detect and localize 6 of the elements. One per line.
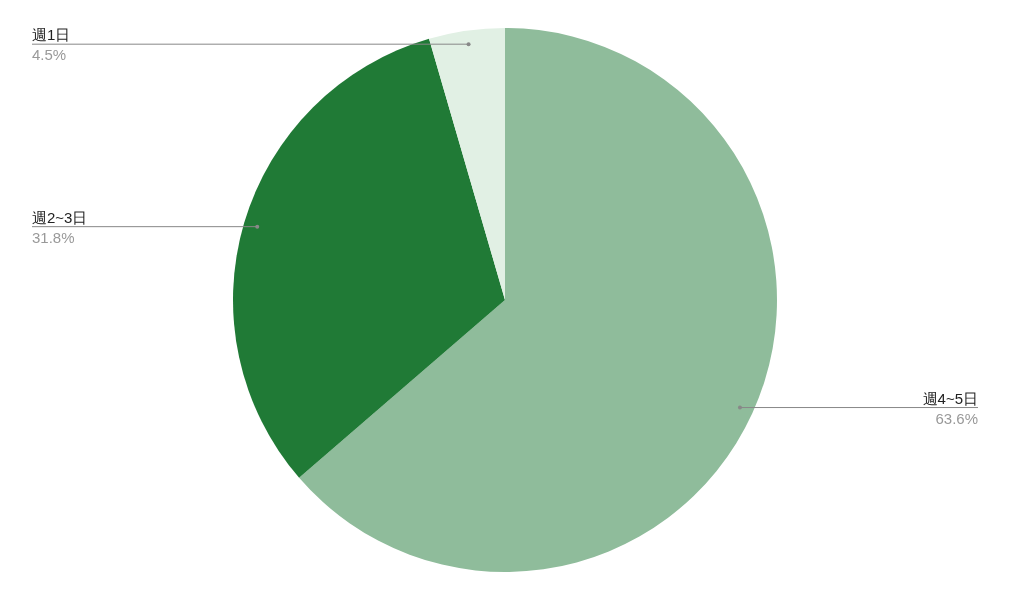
data-label: 63.6% [935, 409, 978, 427]
slice-label: 週4~5日 [922, 389, 978, 407]
data-label: 31.8% [32, 228, 75, 246]
data-label: 4.5% [32, 46, 67, 64]
slice-label: 週1日 [32, 26, 71, 44]
slice-label: 週2~3日 [32, 208, 88, 226]
